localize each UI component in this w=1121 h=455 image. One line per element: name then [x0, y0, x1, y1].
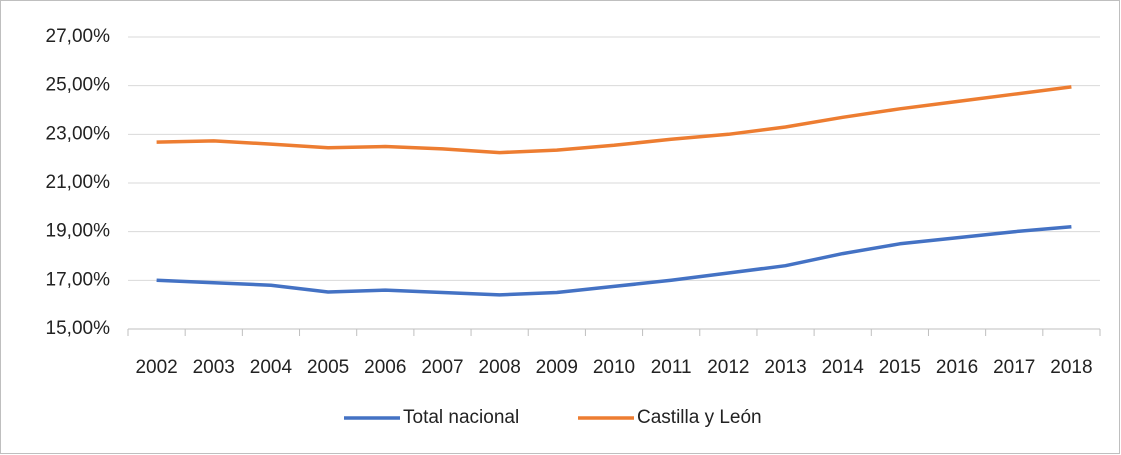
x-tick-label: 2017	[993, 357, 1035, 378]
legend-label: Castilla y León	[637, 407, 762, 428]
y-tick-label: 25,00%	[46, 75, 111, 96]
y-tick-label: 15,00%	[46, 318, 111, 339]
x-tick-label: 2004	[250, 357, 293, 378]
x-tick-label: 2013	[764, 357, 806, 378]
y-tick-label: 23,00%	[46, 123, 111, 144]
x-tick-label: 2009	[536, 357, 578, 378]
x-tick-label: 2006	[364, 357, 406, 378]
y-tick-label: 19,00%	[46, 221, 111, 242]
x-tick-label: 2011	[651, 357, 692, 378]
x-tick-label: 2008	[479, 357, 521, 378]
series-line	[156, 85, 1072, 155]
x-tick-label: 2007	[421, 357, 463, 378]
x-tick-label: 2015	[879, 357, 921, 378]
x-tick-label: 2018	[1050, 357, 1092, 378]
x-tick-label: 2010	[593, 357, 635, 378]
y-tick-label: 21,00%	[46, 172, 111, 193]
x-tick-label: 2005	[307, 357, 349, 378]
x-tick-label: 2014	[822, 357, 865, 378]
series-line	[156, 225, 1072, 297]
x-tick-label: 2003	[193, 357, 235, 378]
legend-label: Total nacional	[403, 407, 519, 428]
x-tick-label: 2002	[135, 357, 177, 378]
y-tick-label: 27,00%	[46, 26, 111, 47]
x-tick-label: 2016	[936, 357, 978, 378]
y-tick-label: 17,00%	[46, 269, 111, 290]
x-tick-label: 2012	[707, 357, 749, 378]
